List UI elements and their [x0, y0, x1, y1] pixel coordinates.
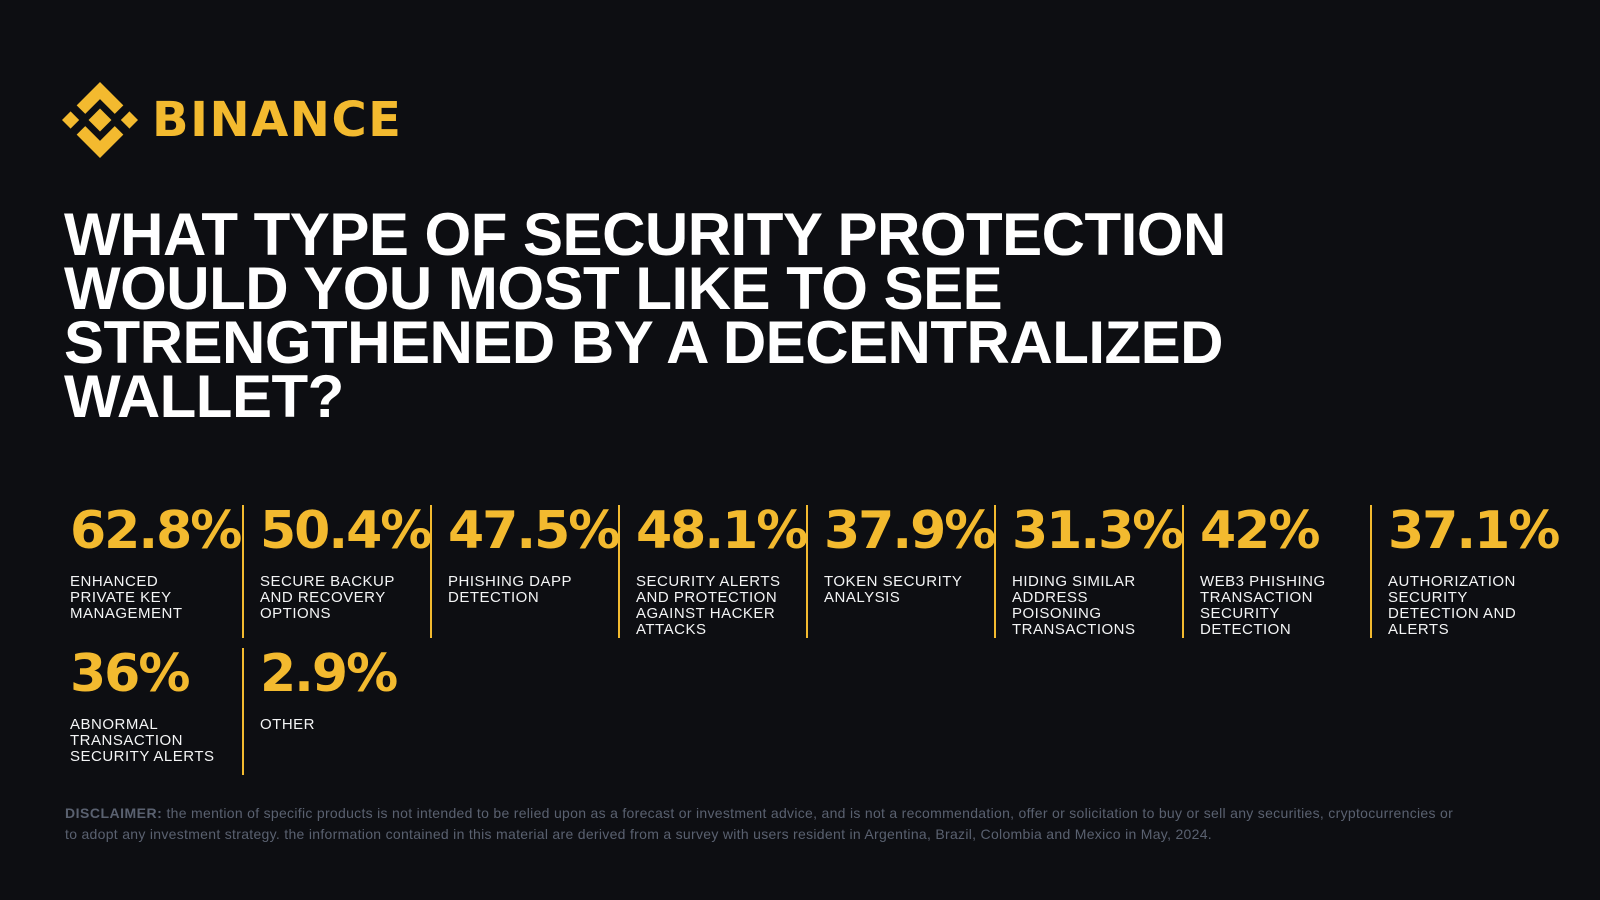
stat-value: 37.1% [1388, 501, 1560, 561]
stat-security-alerts: 48.1% SECURITY ALERTS AND PROTECTION AGA… [620, 505, 808, 638]
stat-value: 42% [1200, 501, 1320, 561]
stat-label: PHISHING DAPP DETECTION [448, 573, 573, 606]
stat-authorization-security: 37.1% AUTHORIZATION SECURITY DETECTION A… [1372, 505, 1560, 638]
disclaimer-text: DISCLAIMER: the mention of specific prod… [65, 803, 1465, 844]
stat-phishing-dapp: 47.5% PHISHING DAPP DETECTION [432, 505, 620, 638]
stat-value: 47.5% [448, 501, 620, 561]
disclaimer-label: DISCLAIMER: [65, 805, 163, 821]
survey-question-title: WHAT TYPE OF SECURITY PROTECTION WOULD Y… [64, 201, 1226, 430]
stat-value: 2.9% [260, 644, 398, 704]
stat-value: 37.9% [824, 501, 996, 561]
stat-token-security: 37.9% TOKEN SECURITY ANALYSIS [808, 505, 996, 638]
stat-secure-backup: 50.4% SECURE BACKUP AND RECOVERY OPTIONS [244, 505, 432, 638]
stat-value: 50.4% [260, 501, 432, 561]
disclaimer-body: the mention of specific products is not … [65, 805, 1454, 842]
stat-label: AUTHORIZATION SECURITY DETECTION AND ALE… [1388, 573, 1517, 638]
stat-enhanced-private-key: 62.8% ENHANCED PRIVATE KEY MANAGEMENT [70, 505, 244, 638]
stat-label: ABNORMAL TRANSACTION SECURITY ALERTS [70, 716, 215, 765]
stat-abnormal-transaction: 36% ABNORMAL TRANSACTION SECURITY ALERTS [70, 648, 244, 775]
stat-label: HIDING SIMILAR ADDRESS POISONING TRANSAC… [1012, 573, 1136, 638]
stats-row-2: 36% ABNORMAL TRANSACTION SECURITY ALERTS… [70, 648, 432, 775]
stat-value: 31.3% [1012, 501, 1184, 561]
stat-value: 48.1% [636, 501, 808, 561]
stat-label: ENHANCED PRIVATE KEY MANAGEMENT [70, 573, 183, 622]
stat-other: 2.9% OTHER [244, 648, 432, 775]
stat-value: 62.8% [70, 501, 242, 561]
stat-web3-phishing: 42% WEB3 PHISHING TRANSACTION SECURITY D… [1184, 505, 1372, 638]
stat-value: 36% [70, 644, 190, 704]
stats-row-1: 62.8% ENHANCED PRIVATE KEY MANAGEMENT 50… [70, 505, 1560, 638]
stat-label: TOKEN SECURITY ANALYSIS [824, 573, 963, 606]
stat-label: OTHER [260, 716, 315, 733]
binance-diamond-icon [62, 82, 138, 158]
binance-wordmark: BINANCE [152, 92, 403, 148]
binance-logo: BINANCE [62, 82, 402, 158]
stat-label: SECURE BACKUP AND RECOVERY OPTIONS [260, 573, 395, 622]
stat-label: SECURITY ALERTS AND PROTECTION AGAINST H… [636, 573, 781, 638]
stat-label: WEB3 PHISHING TRANSACTION SECURITY DETEC… [1200, 573, 1326, 638]
stat-address-poisoning: 31.3% HIDING SIMILAR ADDRESS POISONING T… [996, 505, 1184, 638]
